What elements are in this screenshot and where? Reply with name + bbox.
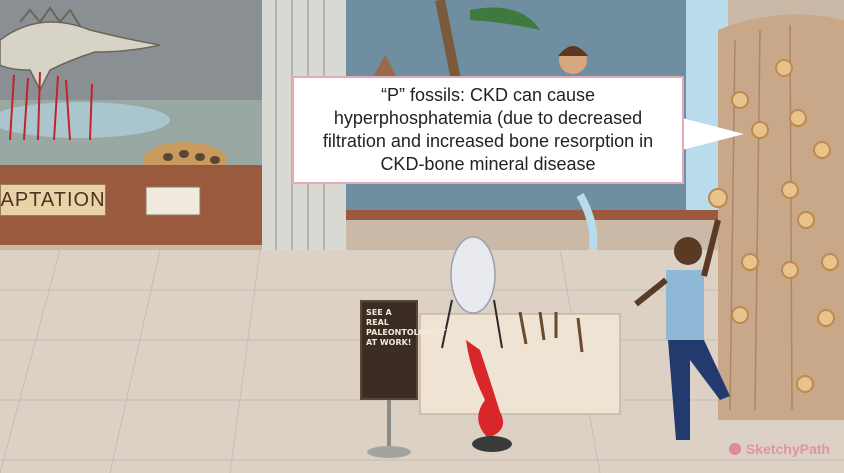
hammer-icon bbox=[518, 311, 584, 353]
watermark: SketchyPath bbox=[728, 441, 830, 457]
person bbox=[634, 219, 730, 440]
callout-box: “P” fossils: CKD can cause hyperphosphat… bbox=[292, 76, 684, 184]
easel-sign-text: SEE A REAL PALEONTOLOGIST AT WORK! bbox=[366, 308, 447, 347]
red-plants bbox=[9, 71, 93, 141]
exhibit-sign: APTATION bbox=[0, 184, 106, 216]
worktable bbox=[419, 313, 621, 415]
watermark-text: SketchyPath bbox=[745, 441, 830, 457]
jar-icon bbox=[450, 236, 496, 314]
callout-tail bbox=[682, 118, 744, 150]
sketchy-logo-icon bbox=[728, 443, 741, 455]
exhibit-sign-text: APTATION bbox=[0, 188, 106, 211]
fossil-p-icon bbox=[708, 59, 839, 393]
drain-icon bbox=[472, 436, 512, 452]
easel-sign: SEE A REAL PALEONTOLOGIST AT WORK! bbox=[360, 300, 447, 400]
red-spill bbox=[466, 340, 504, 438]
callout-text: “P” fossils: CKD can cause hyperphosphat… bbox=[322, 85, 654, 174]
fossil-cliff bbox=[718, 14, 844, 420]
placard bbox=[145, 186, 201, 216]
